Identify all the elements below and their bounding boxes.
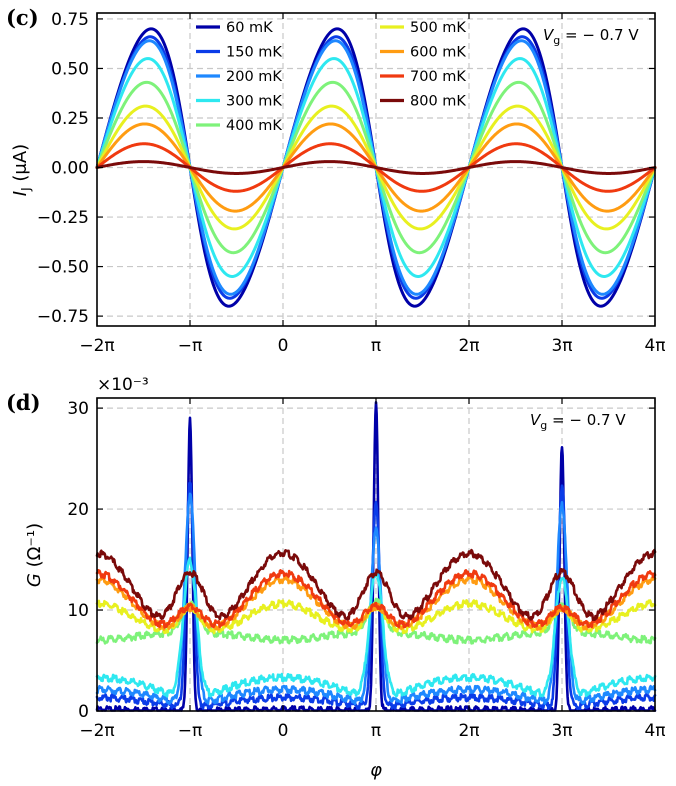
ticks-c: −2π −π 0 π 2π 3π 4π −0.75 −0.50 −0.25 0.00 0.25 0.50… [37,10,666,356]
xtick-label-d: π [371,721,381,741]
legend-label: 600 mK [410,45,466,61]
xtick-label-d: −2π [79,721,114,741]
series-line-c-800mk [95,160,657,175]
legend-label: 150 mK [226,45,282,61]
xtick-label-c: 3π [551,336,572,356]
xtick-label-c: −π [178,336,202,356]
annotation-c: Vg = − 0.7 V [543,26,639,47]
annotation-c-rest: = − 0.7 V [560,26,639,44]
ytick-label-d: 20 [67,500,89,520]
panel-d: −2π −π 0 π 2π 3π 4π 0 10 20 30 (d) ×10⁻³ Vg = − 0.… [6,375,666,781]
ytick-label-c: 0.00 [51,159,89,179]
panel-c: −2π −π 0 π 2π 3π 4π −0.75 −0.50 −0.25 0.00 0.25 0.50… [6,5,666,356]
series-line-d-700mk [95,568,657,629]
series-c [95,27,657,308]
ytick-label-d: 30 [67,399,89,419]
xtick-label-c: 4π [644,336,665,356]
legend-label: 400 mK [226,118,282,134]
ytick-label-c: 0.75 [51,10,89,30]
legend-label: 300 mK [226,94,282,110]
ylabel-c-subscript: J [19,187,33,192]
legend-label: 700 mK [410,69,466,85]
annotation-d-rest: = − 0.7 V [547,411,626,429]
xtick-label-c: 0 [278,336,289,356]
annotation-d-subscript: g [540,419,547,432]
ylabel-d-symbol: G [24,573,45,587]
series-line-d-150mk [95,481,657,711]
xtick-label-d: 4π [644,721,665,741]
panel-label-c: (c) [6,5,39,30]
ytick-label-d: 10 [67,601,89,621]
xtick-label-d: 2π [458,721,479,741]
panel-label-d: (d) [6,390,41,415]
ylabel-c-unit: (μA) [10,144,31,188]
ticks-d: −2π −π 0 π 2π 3π 4π 0 10 20 30 [67,398,666,741]
xtick-label-c: π [371,336,381,356]
xtick-label-c: −2π [79,336,114,356]
legend-label: 200 mK [226,69,282,85]
ytick-label-c: 0.25 [51,109,89,129]
series-line-d-200mk [95,492,657,706]
series-d [95,401,657,712]
annotation-d: Vg = − 0.7 V [530,411,626,432]
legend-label: 800 mK [410,94,466,110]
annotation-c-subscript: g [553,34,560,47]
ylabel-d-unit: (Ω⁻¹) [24,523,45,573]
ytick-label-c: −0.75 [37,307,89,327]
xtick-label-c: 2π [458,336,479,356]
ytick-label-c: 0.50 [51,59,89,79]
ylabel-d: G (Ω⁻¹) [24,523,45,587]
xtick-label-d: −π [178,721,202,741]
ylabel-c-symbol: I [10,191,31,196]
ytick-label-c: −0.25 [37,208,89,228]
ytick-label-d: 0 [78,702,89,722]
xtick-label-d: 3π [551,721,572,741]
legend-label: 500 mK [410,20,466,36]
xtick-label-d: 0 [278,721,289,741]
ylabel-c: IJ (μA) [10,144,33,196]
ytick-label-c: −0.50 [37,258,89,278]
xlabel-d: φ [370,760,382,781]
legend: 60 mK 150 mK 200 mK 300 mK 400 mK 500 mK 600 m… [196,20,466,134]
legend-label: 60 mK [226,20,273,36]
annotation-d-symbol: V [530,411,542,429]
series-line-d-800mk [95,548,657,622]
annotation-c-symbol: V [543,26,555,44]
offset-text-d: ×10⁻³ [97,375,149,395]
